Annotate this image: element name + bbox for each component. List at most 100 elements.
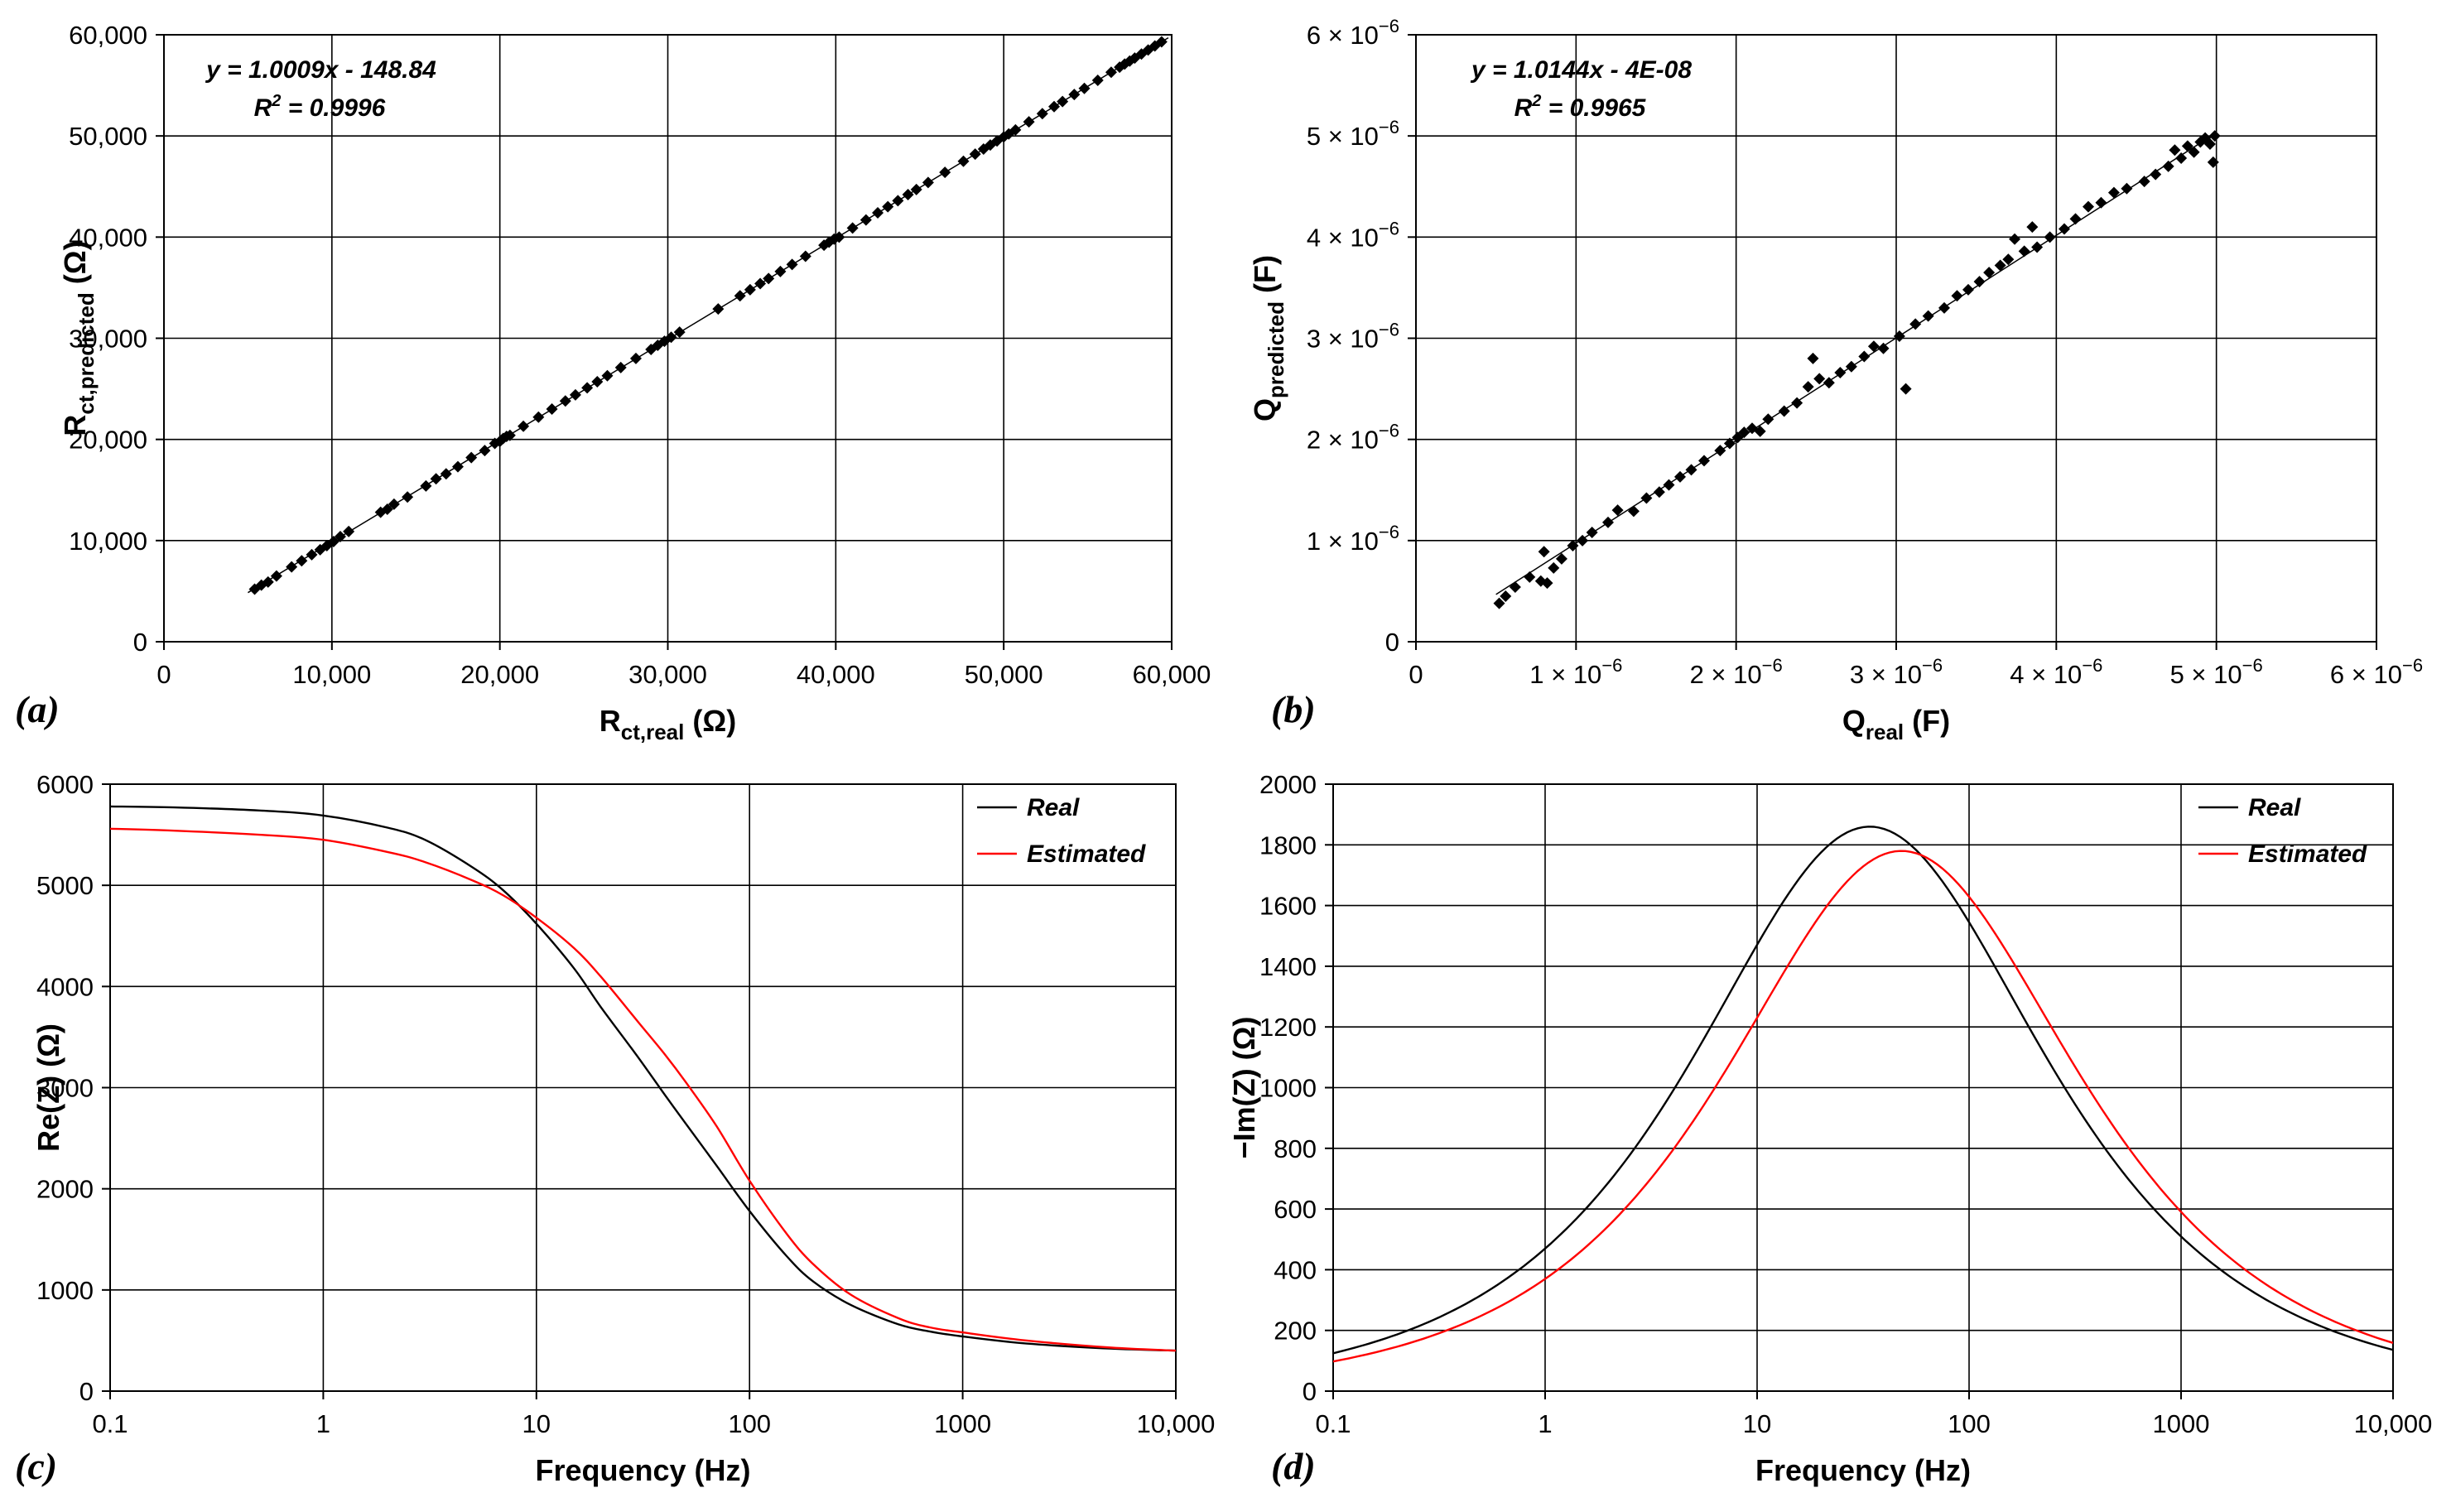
data-point <box>1524 571 1536 583</box>
y-tick-label: 2 × 10−6 <box>1307 421 1399 455</box>
data-point <box>1493 597 1505 609</box>
data-point <box>1834 367 1847 379</box>
data-point <box>327 536 339 548</box>
x-tick-label: 1 <box>316 1409 330 1438</box>
trendline <box>1495 132 2217 595</box>
data-point <box>2026 221 2039 234</box>
data-point <box>503 429 516 441</box>
y-tick-label: 1600 <box>1259 892 1317 921</box>
data-point <box>2031 241 2044 253</box>
data-point <box>1900 383 1912 395</box>
data-point <box>1105 66 1117 79</box>
y-tick-label: 30,000 <box>69 325 147 354</box>
data-point <box>2069 213 2082 225</box>
x-tick-label: 1 × 10−6 <box>1529 655 1622 689</box>
y-tick-label: 1400 <box>1259 952 1317 981</box>
legend-label-real: Real <box>1027 794 1080 821</box>
data-point <box>1155 36 1168 48</box>
y-axis-title: Qpredicted (F) <box>1248 255 1288 421</box>
data-point <box>712 303 725 315</box>
data-point <box>846 222 859 234</box>
data-point <box>969 148 981 161</box>
x-tick-label: 0 <box>1408 660 1423 689</box>
data-point <box>581 382 594 394</box>
y-tick-label: 6000 <box>36 770 94 799</box>
y-tick-label: 60,000 <box>69 21 147 50</box>
x-tick-label: 4 × 10−6 <box>2010 655 2102 689</box>
data-point <box>957 155 970 167</box>
data-point <box>1962 283 1974 296</box>
y-tick-label: 5 × 10−6 <box>1307 117 1399 151</box>
data-point <box>296 555 308 567</box>
data-point <box>1509 581 1521 594</box>
data-point <box>1714 445 1726 457</box>
data-point <box>343 525 355 537</box>
data-point <box>744 283 756 296</box>
data-point <box>1823 377 1835 389</box>
panel-label-a: (a) <box>15 688 60 730</box>
x-tick-label: 30,000 <box>628 660 707 689</box>
data-point <box>1627 505 1640 518</box>
data-point <box>754 277 767 290</box>
y-axis-title: −Im(Z) (Ω) <box>1227 1017 1261 1159</box>
data-point <box>1653 486 1665 498</box>
data-point <box>2009 233 2021 245</box>
data-point <box>673 326 686 339</box>
series-line-real <box>1333 826 2393 1355</box>
x-tick-label: 50,000 <box>965 660 1043 689</box>
y-tick-label: 2000 <box>36 1175 94 1204</box>
data-point <box>1068 89 1081 101</box>
data-point <box>518 420 530 432</box>
y-tick-label: 2000 <box>1259 770 1317 799</box>
data-point <box>860 214 872 226</box>
data-point <box>734 290 746 302</box>
data-point <box>2083 200 2094 213</box>
data-point <box>1867 340 1880 353</box>
x-tick-label: 1000 <box>2153 1409 2210 1438</box>
data-point <box>440 468 452 480</box>
data-point <box>1807 352 1819 364</box>
data-point <box>2059 223 2070 235</box>
data-point <box>892 195 904 207</box>
data-point <box>569 388 581 401</box>
data-point <box>334 530 346 542</box>
data-point <box>1577 534 1589 547</box>
data-point <box>1135 48 1148 60</box>
y-tick-label: 1000 <box>36 1276 94 1305</box>
data-point <box>381 503 393 515</box>
y-tick-label: 5000 <box>36 871 94 900</box>
y-tick-label: 1 × 10−6 <box>1307 522 1399 556</box>
data-point <box>2207 156 2219 168</box>
x-tick-label: 2 × 10−6 <box>1690 655 1783 689</box>
data-point <box>1909 318 1922 330</box>
data-point <box>786 258 798 271</box>
data-point <box>479 445 491 457</box>
data-point <box>2121 182 2133 195</box>
data-point <box>1813 373 1826 385</box>
data-point <box>1938 301 1950 314</box>
r-squared: R2 = 0.9965 <box>1514 92 1647 122</box>
x-tick-label: 0.1 <box>92 1409 128 1438</box>
panel-b: 0 1 × 10−6 2 × 10−6 3 × 10−6 4 × 10−6 5 × 10−… <box>1248 16 2423 744</box>
data-point <box>1611 504 1624 517</box>
data-point <box>430 473 442 485</box>
x-tick-label: 3 × 10−6 <box>1850 655 1943 689</box>
data-point <box>1640 492 1653 504</box>
data-point <box>1778 405 1790 417</box>
data-point <box>763 272 775 285</box>
y-tick-label: 1200 <box>1259 1013 1317 1042</box>
x-tick-label: 60,000 <box>1133 660 1211 689</box>
y-tick-label: 6 × 10−6 <box>1307 16 1399 50</box>
data-point <box>532 411 545 423</box>
y-tick-label: 1000 <box>1259 1074 1317 1103</box>
panel-a: 0 10,000 20,000 30,000 40,000 50,000 60,000 0 10… <box>15 21 1211 744</box>
x-tick-label: 1 <box>1538 1409 1552 1438</box>
data-point <box>2181 140 2193 152</box>
y-tick-label: 50,000 <box>69 122 147 151</box>
data-point <box>910 183 922 195</box>
series-line-real <box>110 805 1176 1352</box>
data-point <box>1567 539 1579 551</box>
y-tick-label: 1800 <box>1259 831 1317 860</box>
data-point <box>1009 123 1022 136</box>
